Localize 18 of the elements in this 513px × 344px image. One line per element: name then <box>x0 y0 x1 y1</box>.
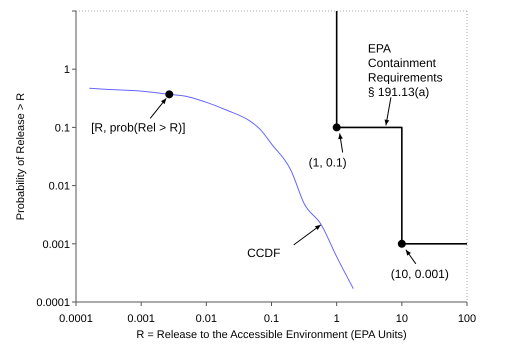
y-tick-label: 0.001 <box>42 238 70 251</box>
x-axis-title: R = Release to the Accessible Environment (EPA Units) <box>136 329 407 341</box>
x-tick-label: 100 <box>458 313 476 325</box>
annotation: [R, prob(Rel > R)] <box>91 120 186 134</box>
annotation: CCDF <box>247 246 280 260</box>
y-tick-label: 1 <box>64 64 70 76</box>
y-tick-label: 0.01 <box>48 180 70 193</box>
x-tick-label: 0.01 <box>196 313 218 325</box>
annotation: EPA Containment Requirements § 191.13(a) <box>368 41 443 99</box>
annotation: (10, 0.001) <box>390 266 449 281</box>
y-axis-title: Probability of Release > R <box>15 92 27 220</box>
x-tick-label: 1 <box>334 313 340 325</box>
annotation: (1, 0.1) <box>308 155 347 170</box>
y-tick-label: 0.1 <box>54 122 70 134</box>
y-tick-label: 0.0001 <box>36 297 70 309</box>
x-tick-label: 10 <box>396 313 408 325</box>
x-tick-label: 0.001 <box>127 313 155 325</box>
x-tick-label: 0.1 <box>264 313 280 325</box>
